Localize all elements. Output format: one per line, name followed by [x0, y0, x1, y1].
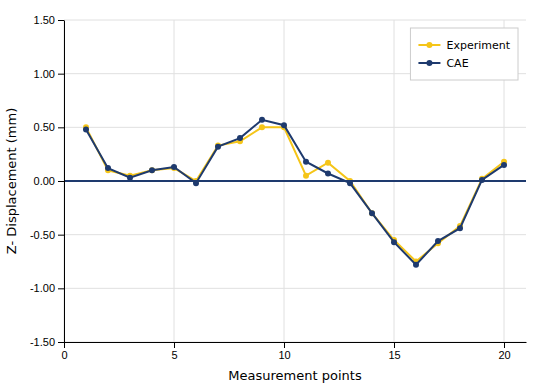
legend: Experiment CAE [410, 28, 518, 80]
tick-mark [504, 342, 505, 348]
tick-label: -0.50 [30, 229, 55, 241]
tick-label: 0.50 [34, 121, 55, 133]
tick-label: 5 [171, 349, 177, 361]
tick-mark [58, 20, 64, 21]
grid [64, 20, 526, 342]
y-axis-label: Z- Displacement (mm) [4, 108, 19, 254]
legend-box [410, 28, 518, 80]
tick-mark [58, 181, 64, 182]
tick-label: -1.50 [30, 336, 55, 348]
tick: 1.00 [34, 68, 64, 80]
x-axis: 0 5 10 15 20 [61, 342, 526, 361]
tick-label: 10 [278, 349, 290, 361]
tick-label: 1.00 [34, 68, 55, 80]
tick-label: 15 [388, 349, 400, 361]
point [281, 122, 287, 128]
legend-item: Experiment [418, 39, 510, 52]
tick-mark [58, 74, 64, 75]
tick-mark [174, 342, 175, 348]
chart: 0 5 10 15 20 -1.50 -1.00 -0.50 0.00 0.50 1.00 1.50 M… [0, 0, 550, 390]
point [215, 144, 221, 150]
reference-line [64, 180, 526, 182]
point [105, 165, 111, 171]
tick: 0.50 [34, 121, 64, 133]
tick-label: 0 [61, 349, 67, 361]
tick: 5 [171, 342, 177, 361]
tick: 0 [61, 342, 67, 361]
axis-domain [65, 342, 527, 343]
point [457, 225, 463, 231]
point [237, 135, 243, 141]
legend-marker [426, 60, 432, 66]
series-line [86, 127, 504, 261]
point [325, 160, 331, 166]
tick-mark [58, 342, 64, 343]
series-line [86, 120, 504, 265]
point [83, 126, 89, 132]
tick: 0.00 [34, 175, 64, 187]
tick-mark [58, 127, 64, 128]
tick-label: 1.50 [34, 14, 55, 26]
data-layer [64, 117, 526, 268]
point [369, 210, 375, 216]
point [413, 262, 419, 268]
tick: 1.50 [34, 14, 64, 26]
point [149, 167, 155, 173]
tick-label: 20 [498, 349, 510, 361]
grid-line-y [64, 288, 526, 289]
legend-label: CAE [446, 57, 468, 70]
axis-domain [64, 21, 65, 343]
point [501, 162, 507, 168]
point [303, 173, 309, 179]
x-axis-label: Measurement points [228, 368, 362, 383]
tick: -1.00 [30, 282, 64, 294]
point [171, 164, 177, 170]
point [479, 177, 485, 183]
point [325, 170, 331, 176]
legend-label: Experiment [446, 39, 510, 52]
tick: 20 [498, 342, 510, 361]
tick-label: -1.00 [30, 282, 55, 294]
legend-marker [426, 42, 432, 48]
tick: 15 [388, 342, 400, 361]
grid-line-y [64, 20, 526, 21]
point [259, 124, 265, 130]
tick: -1.50 [30, 336, 64, 348]
tick-label: 0.00 [34, 175, 55, 187]
point [127, 175, 133, 181]
point [391, 239, 397, 245]
grid-line-y [64, 342, 526, 343]
tick-mark [284, 342, 285, 348]
tick-mark [64, 342, 65, 348]
y-axis: -1.50 -1.00 -0.50 0.00 0.50 1.00 1.50 [30, 14, 65, 348]
tick-mark [58, 235, 64, 236]
tick: 10 [278, 342, 290, 361]
grid-line-y [64, 181, 526, 182]
point [435, 238, 441, 244]
tick-mark [58, 288, 64, 289]
grid-line-y [64, 234, 526, 235]
series-markers [83, 117, 507, 268]
point [303, 159, 309, 165]
tick-mark [394, 342, 395, 348]
tick: -0.50 [30, 229, 64, 241]
legend-item: CAE [418, 57, 468, 70]
point [369, 210, 375, 216]
point [149, 167, 155, 173]
point [259, 117, 265, 123]
grid-line-y [64, 127, 526, 128]
plot: 0 5 10 15 20 -1.50 -1.00 -0.50 0.00 0.50 1.00 1.50 M… [4, 14, 527, 383]
